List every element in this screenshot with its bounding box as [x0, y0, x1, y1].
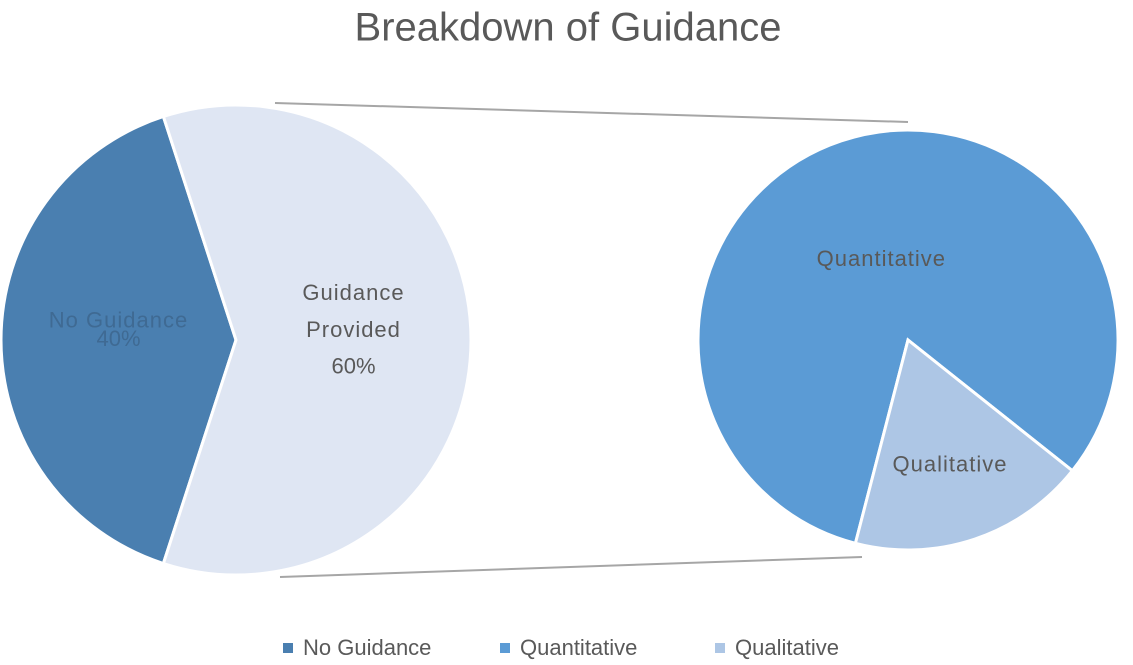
connector-line — [274, 102, 909, 123]
label-line: Provided — [306, 317, 401, 342]
legend-label: Qualitative — [735, 635, 839, 660]
legend-label: No Guidance — [303, 635, 431, 660]
pie-slice — [161, 103, 473, 577]
legend-label: Quantitative — [520, 635, 637, 660]
chart-title: Breakdown of Guidance — [355, 6, 782, 50]
pie-slice — [0, 114, 238, 566]
data-label-value: 40% — [96, 326, 140, 351]
legend-swatch — [500, 643, 510, 653]
data-label: No Guidance — [49, 307, 188, 332]
label-line: Guidance — [302, 280, 404, 305]
data-label: Guidance Provided — [302, 280, 404, 342]
connector-line — [279, 556, 863, 578]
data-label: Qualitative — [893, 451, 1008, 476]
pie-slice — [696, 128, 1120, 546]
data-label: Quantitative — [817, 246, 946, 271]
data-label-value: 60% — [331, 354, 375, 379]
pie-slice — [853, 337, 1075, 552]
legend-swatch — [715, 643, 725, 653]
legend-swatch — [283, 643, 293, 653]
